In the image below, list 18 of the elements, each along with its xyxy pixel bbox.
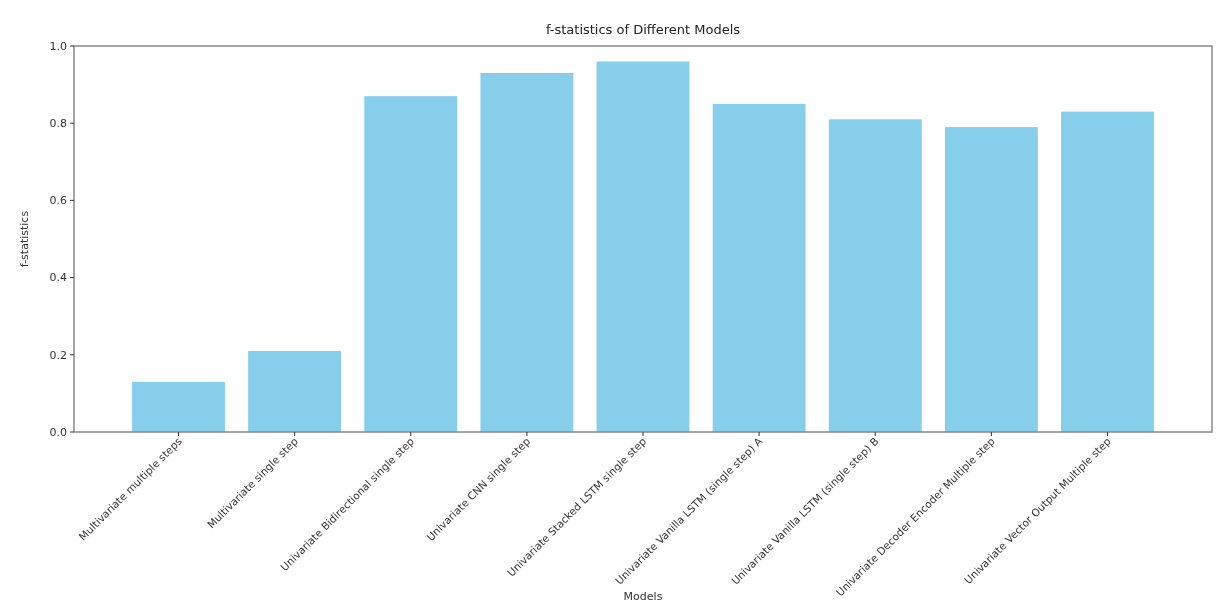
bar bbox=[248, 350, 342, 432]
bar bbox=[828, 119, 922, 432]
y-tick-label: 0.2 bbox=[49, 348, 67, 362]
bar bbox=[480, 73, 574, 432]
y-tick-label: 0.0 bbox=[49, 425, 67, 439]
bar bbox=[944, 127, 1038, 432]
y-tick-label: 0.6 bbox=[49, 194, 67, 208]
bar bbox=[132, 381, 225, 432]
y-tick-label: 1.0 bbox=[49, 39, 67, 53]
y-tick-label: 0.8 bbox=[49, 117, 67, 131]
y-tick-label: 0.4 bbox=[49, 271, 67, 285]
chart-title: f-statistics of Different Models bbox=[545, 22, 741, 37]
x-axis-title: Models bbox=[623, 590, 663, 603]
y-axis-title: f-statistics bbox=[18, 210, 31, 268]
bar bbox=[1061, 111, 1154, 432]
bar bbox=[364, 96, 458, 432]
bar bbox=[712, 103, 806, 432]
bar bbox=[596, 61, 690, 432]
